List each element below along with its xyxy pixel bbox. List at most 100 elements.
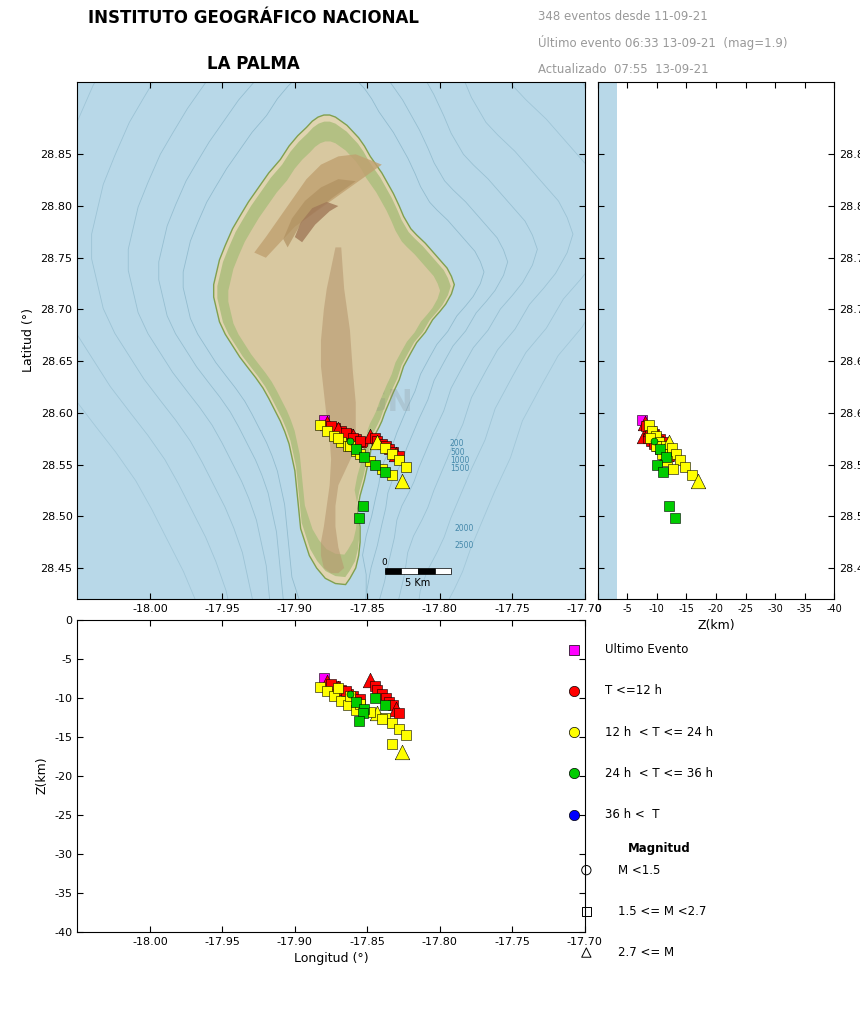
Polygon shape [218, 122, 451, 578]
Polygon shape [295, 202, 338, 243]
Point [639, 418, 653, 434]
Point [396, 744, 409, 761]
Point [353, 446, 367, 463]
Point [385, 736, 399, 753]
Point [378, 710, 391, 726]
Point [371, 705, 384, 721]
Point [343, 685, 357, 701]
Point [352, 510, 365, 526]
Text: 1000: 1000 [450, 456, 470, 465]
Point [320, 423, 334, 439]
Y-axis label: Z(km): Z(km) [36, 757, 49, 795]
Point [392, 453, 406, 469]
Point [644, 423, 658, 439]
Text: 348 eventos desde 11-09-21: 348 eventos desde 11-09-21 [538, 10, 707, 23]
Point [327, 688, 341, 705]
Text: 5 Km: 5 Km [405, 579, 431, 589]
Point [353, 691, 367, 708]
Bar [402, 568, 418, 574]
Point [648, 438, 662, 455]
Point [358, 450, 372, 466]
Point [375, 436, 389, 453]
Point [641, 420, 654, 436]
Point [659, 450, 673, 466]
Point [349, 701, 363, 718]
Point [679, 459, 692, 475]
Point [379, 689, 393, 706]
Point [656, 464, 670, 480]
Text: Actualizado  07:55  13-09-21: Actualizado 07:55 13-09-21 [538, 63, 708, 76]
Point [400, 459, 414, 475]
Polygon shape [283, 179, 356, 248]
Point [656, 438, 670, 455]
Point [368, 429, 382, 445]
Point [343, 438, 357, 455]
Text: 0: 0 [382, 558, 388, 567]
Point [364, 703, 378, 720]
X-axis label: Longitud (°): Longitud (°) [294, 952, 368, 966]
Point [390, 701, 403, 718]
Point [356, 705, 370, 721]
Point [313, 417, 327, 433]
Point [666, 440, 679, 457]
Point [638, 415, 652, 431]
Text: IGN: IGN [351, 388, 413, 417]
Point [567, 641, 580, 658]
Point [378, 697, 391, 714]
Point [371, 432, 384, 449]
Point [567, 724, 580, 740]
Point [647, 436, 660, 453]
Point [352, 713, 365, 729]
Point [641, 429, 654, 445]
Point [673, 453, 687, 469]
Y-axis label: Latitud (°): Latitud (°) [22, 308, 35, 373]
Point [329, 420, 342, 436]
Text: 12 h  < T <= 24 h: 12 h < T <= 24 h [605, 726, 714, 738]
Point [364, 427, 378, 443]
Text: 1.5 <= M <2.7: 1.5 <= M <2.7 [618, 905, 707, 918]
Point [368, 678, 382, 694]
Point [320, 415, 334, 431]
Point [648, 427, 662, 443]
Point [368, 457, 382, 473]
Point [317, 412, 331, 428]
Point [567, 807, 580, 823]
Point [392, 705, 406, 721]
Point [339, 424, 353, 440]
Polygon shape [321, 248, 356, 573]
Bar [435, 568, 452, 574]
Point [353, 695, 367, 712]
Text: LA PALMA: LA PALMA [207, 55, 300, 73]
Point [651, 432, 665, 449]
Point [691, 473, 705, 489]
Point [349, 441, 363, 458]
Point [358, 436, 372, 453]
Point [364, 672, 378, 688]
Point [349, 693, 363, 710]
Point [335, 682, 348, 698]
Point [320, 674, 334, 690]
Point [353, 433, 367, 450]
Point [378, 464, 391, 480]
Text: 24 h  < T <= 36 h: 24 h < T <= 36 h [605, 767, 714, 780]
Point [343, 688, 357, 705]
Point [331, 680, 345, 696]
Point [662, 433, 676, 450]
Point [653, 430, 666, 446]
Text: 2000: 2000 [454, 524, 474, 534]
Point [331, 680, 345, 696]
Bar [384, 568, 402, 574]
Point [343, 432, 357, 449]
Point [324, 676, 338, 692]
Point [331, 421, 345, 437]
Bar [598, 82, 617, 599]
Point [644, 432, 658, 449]
Point [659, 446, 673, 463]
Point [346, 427, 359, 443]
Point [685, 467, 699, 483]
Point [652, 433, 666, 450]
Text: 1500: 1500 [450, 464, 470, 473]
Point [375, 685, 389, 701]
Point [662, 449, 676, 465]
Point [645, 423, 659, 439]
